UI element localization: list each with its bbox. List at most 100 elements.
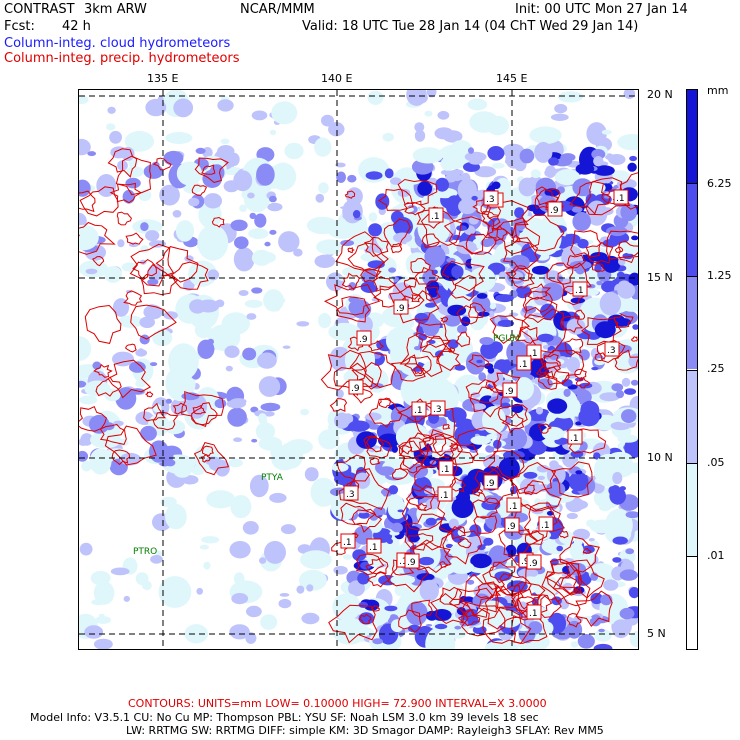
cloud-blob <box>488 310 495 318</box>
cloud-blob <box>139 316 155 328</box>
precip-contour <box>403 200 426 216</box>
station-ptro: PTRO <box>133 547 157 557</box>
cloud-blob <box>249 474 269 498</box>
precip-contour <box>594 352 606 362</box>
precip-contour <box>574 368 587 381</box>
cloud-blob <box>176 161 202 186</box>
svg-text:.9: .9 <box>486 479 495 489</box>
cloud-blob <box>312 221 329 230</box>
cloud-blob <box>227 407 247 427</box>
cloud-blob <box>518 568 539 578</box>
svg-text:.9: .9 <box>351 384 360 394</box>
colorbar-segment <box>687 462 697 556</box>
precip-contour <box>336 454 370 482</box>
precip-contour <box>448 526 466 540</box>
cloud-blob <box>536 464 550 473</box>
cloud-blob <box>348 580 365 597</box>
cloud-blob <box>603 579 619 591</box>
cloud-blob <box>328 322 361 341</box>
precip-contour <box>515 326 539 344</box>
cloud-blob <box>442 579 465 605</box>
cloud-blob <box>159 184 180 206</box>
contour-label: .1 <box>613 189 629 205</box>
svg-text:.1: .1 <box>519 360 528 370</box>
cloud-blob <box>528 621 543 635</box>
cloud-blob <box>375 193 390 210</box>
cloud-blob <box>149 440 169 463</box>
contour-labels: .1.1.1.1.9.9.9.3.3.9.1.9.1.1.3.9.1.9.1.1… <box>340 189 629 620</box>
cloud-blob <box>278 231 300 253</box>
cloud-blob <box>123 595 130 602</box>
cloud-blob <box>165 398 172 404</box>
svg-text:.1: .1 <box>529 609 538 619</box>
cloud-blob <box>589 182 606 194</box>
cloud-blob <box>203 561 211 570</box>
cloud-blob <box>367 90 384 105</box>
cloud-blob <box>547 398 568 414</box>
cloud-blob <box>334 472 356 486</box>
precip-contour <box>347 247 355 254</box>
cloud-blob <box>586 519 596 528</box>
cloud-blob <box>586 200 608 226</box>
precip-contour <box>546 262 574 285</box>
cloud-blob <box>368 212 378 222</box>
precip-contour <box>522 290 553 313</box>
precip-contour <box>191 402 218 426</box>
precip-contour <box>328 604 378 644</box>
cloud-blob <box>622 252 634 260</box>
cloud-blob <box>188 197 200 207</box>
cloud-blob <box>601 129 612 135</box>
cloud-blob <box>472 403 487 410</box>
contour-label: .1 <box>572 281 588 297</box>
precip-contour <box>109 182 143 204</box>
lon-label-140: 140 E <box>321 72 353 85</box>
precip-contour <box>373 276 396 293</box>
colorbar-segment <box>687 555 697 649</box>
cloud-blob <box>565 462 575 468</box>
cloud-blob <box>279 593 290 597</box>
cloud-blob <box>590 572 599 581</box>
cloud-blob <box>474 166 497 178</box>
precip-contour <box>92 255 105 267</box>
cloud-blob <box>566 512 578 520</box>
precip-contour <box>509 462 557 495</box>
cloud-blob <box>79 395 98 405</box>
precip-contour <box>545 561 582 594</box>
svg-text:.1: .1 <box>369 543 378 553</box>
cloud-blob <box>224 345 240 358</box>
precip-contour <box>403 278 417 288</box>
cloud-blob <box>351 300 372 319</box>
contour-label: .9 <box>393 299 409 315</box>
cloud-blob <box>470 553 492 569</box>
contour-label: .3 <box>604 341 620 357</box>
cloud-blob <box>110 567 130 576</box>
cloud-blob <box>455 481 464 485</box>
cloud-blob <box>518 177 536 197</box>
lat-lon-grid <box>79 90 638 649</box>
colorbar-segment <box>687 369 697 463</box>
cloud-blob <box>163 311 178 320</box>
cloud-blob <box>242 521 259 535</box>
precip-contour <box>104 425 157 466</box>
cloud-blob <box>81 460 92 472</box>
cloud-blob <box>258 376 281 397</box>
cloud-blob <box>124 130 155 152</box>
precip-contour <box>457 609 481 627</box>
precip-contour <box>525 594 553 613</box>
precip-contour <box>152 411 179 431</box>
cloud-blob <box>425 624 433 627</box>
cloud-blob <box>513 377 534 401</box>
cloud-blob <box>148 240 167 248</box>
lat-label-15: 15 N <box>647 271 673 284</box>
cloud-blob <box>207 324 241 351</box>
cloud-blob <box>456 225 467 232</box>
colorbar-divider <box>687 276 697 278</box>
field-precip-label: Column-integ. precip. hydrometeors <box>4 51 240 66</box>
cloud-blob <box>79 95 89 105</box>
cloud-blob <box>594 321 616 339</box>
cloud-blob <box>347 174 357 183</box>
cloud-blob <box>91 599 105 606</box>
cloud-blob <box>168 343 199 380</box>
cloud-blob <box>150 554 163 564</box>
cloud-blob <box>137 348 145 354</box>
